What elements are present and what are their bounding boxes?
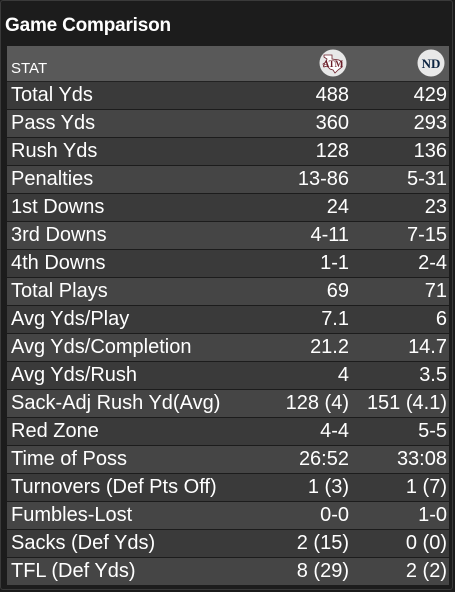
table-row: Pass Yds 360 293 [7, 110, 449, 138]
team2-value: 0 (0) [405, 532, 447, 554]
stat-label: 1st Downs [11, 196, 105, 218]
team1-value: 128 (4) [285, 392, 349, 414]
team1-value: 26:52 [298, 448, 349, 470]
stat-label: Total Yds [11, 84, 93, 106]
table-row: TFL (Def Yds) 8 (29) 2 (2) [7, 558, 449, 586]
team2-value: 136 [413, 140, 447, 162]
team1-value: 7.1 [321, 308, 349, 330]
team2-value: 71 [424, 280, 447, 302]
stat-label: Sacks (Def Yds) [11, 532, 156, 554]
stat-label: Penalties [11, 168, 94, 190]
team1-value: 4 [337, 364, 349, 386]
stat-column-header: STAT [11, 60, 48, 77]
team2-value: 5-31 [406, 168, 447, 190]
table-body: Total Yds 488 429 Pass Yds 360 293 Rush Yds 128… [7, 82, 449, 586]
team2-value: 7-15 [406, 224, 447, 246]
team1-value: 13-86 [297, 168, 349, 190]
notre-dame-logo-icon: ND [417, 49, 445, 77]
stat-label: Turnovers (Def Pts Off) [11, 476, 217, 498]
stat-label: Avg Yds/Completion [11, 336, 192, 358]
stat-label: Rush Yds [11, 140, 98, 162]
table-row: Rush Yds 128 136 [7, 138, 449, 166]
team2-value: 2-4 [418, 252, 447, 274]
team2-value: 151 (4.1) [366, 392, 447, 414]
panel-title: Game Comparison [5, 15, 171, 36]
stat-label: 4th Downs [11, 252, 106, 274]
team1-value: 21.2 [310, 336, 349, 358]
team1-value: 360 [315, 112, 349, 134]
table-row: Total Yds 488 429 [7, 82, 449, 110]
stat-label: Fumbles-Lost [11, 504, 133, 526]
stat-label: Pass Yds [11, 112, 96, 134]
stat-label: TFL (Def Yds) [11, 560, 136, 582]
team1-value: 1-1 [320, 252, 349, 274]
team2-value: 3.5 [419, 364, 447, 386]
stat-label: Total Plays [11, 280, 108, 302]
table-row: 3rd Downs 4-11 7-15 [7, 222, 449, 250]
table-row: Sack-Adj Rush Yd(Avg) 128 (4) 151 (4.1) [7, 390, 449, 418]
table-row: Avg Yds/Completion 21.2 14.7 [7, 334, 449, 362]
team2-value: 33:08 [396, 448, 447, 470]
svg-text:ATM: ATM [323, 59, 344, 69]
team1-value: 4-11 [310, 224, 349, 246]
team2-value: 14.7 [408, 336, 447, 358]
team1-value: 128 [315, 140, 349, 162]
table-row: Total Plays 69 71 [7, 278, 449, 306]
svg-text:ND: ND [422, 56, 441, 71]
texas-am-logo-icon: ATM [319, 49, 347, 77]
team1-value: 1 (3) [307, 476, 349, 498]
stat-label: Sack-Adj Rush Yd(Avg) [11, 392, 221, 414]
table-row: Red Zone 4-4 5-5 [7, 418, 449, 446]
table-row: Time of Poss 26:52 33:08 [7, 446, 449, 474]
team1-value: 488 [315, 84, 349, 106]
stat-label: Red Zone [11, 420, 99, 442]
table-row: Turnovers (Def Pts Off) 1 (3) 1 (7) [7, 474, 449, 502]
table-header: STAT ATM ND [7, 46, 449, 82]
stat-label: Avg Yds/Rush [11, 364, 138, 386]
team2-value: 2 (2) [405, 560, 447, 582]
team2-value: 429 [413, 84, 447, 106]
table-row: Sacks (Def Yds) 2 (15) 0 (0) [7, 530, 449, 558]
team2-value: 5-5 [418, 420, 447, 442]
team1-value: 2 (15) [296, 532, 349, 554]
table-row: Avg Yds/Play 7.1 6 [7, 306, 449, 334]
team2-value: 1 (7) [405, 476, 447, 498]
table-row: 1st Downs 24 23 [7, 194, 449, 222]
team1-value: 8 (29) [296, 560, 349, 582]
team1-value: 4-4 [320, 420, 349, 442]
table-row: 4th Downs 1-1 2-4 [7, 250, 449, 278]
team2-value: 23 [424, 196, 447, 218]
team1-value: 24 [326, 196, 349, 218]
team1-value: 69 [326, 280, 349, 302]
team2-value: 1-0 [418, 504, 447, 526]
table-row: Fumbles-Lost 0-0 1-0 [7, 502, 449, 530]
team2-value: 293 [413, 112, 447, 134]
stat-label: Time of Poss [11, 448, 127, 470]
team2-value: 6 [435, 308, 447, 330]
comparison-table: STAT ATM ND Total Yds 488 429 Pass Yds 360 29… [7, 46, 449, 586]
stat-label: Avg Yds/Play [11, 308, 130, 330]
stat-label: 3rd Downs [11, 224, 107, 246]
table-row: Penalties 13-86 5-31 [7, 166, 449, 194]
table-row: Avg Yds/Rush 4 3.5 [7, 362, 449, 390]
team1-value: 0-0 [320, 504, 349, 526]
